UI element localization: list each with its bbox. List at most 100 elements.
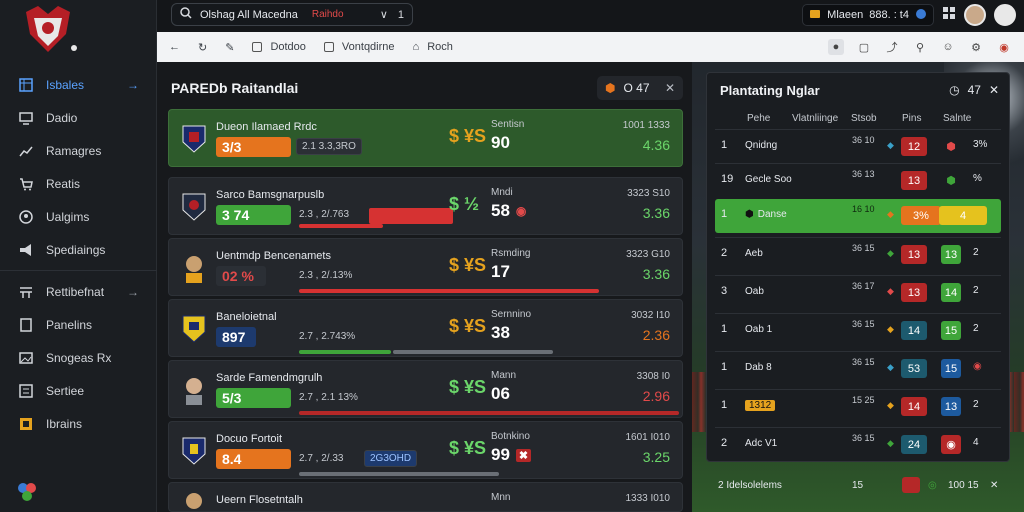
- reload-icon[interactable]: ↻: [198, 41, 208, 54]
- table-row-active[interactable]: 1 ⬢ Danse 16 10 ◆ 3% 4: [715, 199, 1001, 233]
- stat-value: 38: [491, 323, 510, 342]
- sidebar-item-ramagres[interactable]: Ramagres: [0, 134, 157, 167]
- table-row[interactable]: 1 Dab 8 36 15 ◆ 53 15 ◉: [715, 351, 1001, 385]
- window-icon[interactable]: ▢: [858, 41, 870, 54]
- team-name: Baneloietnal: [216, 311, 277, 323]
- sidebar-item-rettibefnat[interactable]: Rettibefnat →: [0, 275, 157, 308]
- match-row[interactable]: Sarco Bamsgnarpuslb 3 74 2.3 , 2/.763 $ …: [168, 177, 683, 235]
- search-query: Olshag All Macedna: [200, 8, 298, 21]
- match-row[interactable]: Sarde Famendmgrulh 5/3 2.7 , 2.1 13% $ ¥…: [168, 360, 683, 418]
- progress-bar: [299, 224, 383, 228]
- close-icon[interactable]: ✕: [988, 83, 999, 97]
- row-stats: 15 25: [852, 395, 875, 405]
- table-row[interactable]: 3 Oab 36 17 ◆ 13 14 2: [715, 275, 1001, 309]
- close-icon[interactable]: ✕: [664, 81, 675, 95]
- sidebar-item-dadio[interactable]: Dadio: [0, 101, 157, 134]
- record-icon[interactable]: ●: [828, 39, 844, 55]
- match-odds: 3.36: [642, 266, 670, 282]
- trend-icon: ◆: [887, 248, 894, 258]
- sidebar-item-reatis[interactable]: Reatis: [0, 167, 157, 200]
- panel-count: 47: [967, 83, 981, 97]
- shield-icon: ⬢: [605, 81, 616, 95]
- chevron-down-icon[interactable]: ∨: [379, 9, 388, 21]
- match-row[interactable]: Dueon Ilamaed Rrdc 3/3 2.1 3.3,3RO $ ¥S …: [168, 109, 683, 167]
- footer-label: 2 Idelsolelems: [718, 480, 782, 491]
- settings-icon[interactable]: ⚙: [971, 41, 981, 54]
- table-row[interactable]: 19 Gecle Soo 36 13 13 ⬢ %: [715, 163, 1001, 197]
- sidebar-item-spediaings[interactable]: Spediaings: [0, 233, 157, 266]
- match-time: 1601 I010: [625, 432, 671, 443]
- table-row[interactable]: 1 Qnidng 36 10 ◆ 12 ⬢ 3%: [715, 129, 1001, 163]
- table-row[interactable]: 1 1312 15 25 ◆ 14 13 2: [715, 389, 1001, 423]
- user-avatar[interactable]: [964, 4, 986, 26]
- match-row[interactable]: Uentmdp Bencenamets 02 % 2.3 , 2/.13% $ …: [168, 238, 683, 296]
- search-icon: [180, 7, 192, 22]
- alert-icon[interactable]: [902, 477, 920, 493]
- row-stats: 16 10: [852, 204, 875, 214]
- sidebar-nav: Isbales → Dadio Ramagres Reatis Ualgims: [0, 68, 157, 440]
- match-row[interactable]: Docuo Fortoit 8.4 2.7 , 2/.33 2G3OHD $ ¥…: [168, 421, 683, 479]
- match-row[interactable]: Ueern Flosetntalh Mnn 1333 I010: [168, 482, 683, 512]
- table-row[interactable]: 2 Adc V1 36 15 ◆ 24 ◉ 4: [715, 427, 1001, 461]
- stat-label: Sernnino: [491, 309, 532, 320]
- clock-icon[interactable]: ◷: [949, 83, 960, 97]
- apps-grid-icon[interactable]: [942, 6, 956, 25]
- match-row[interactable]: Baneloietnal 897 2.7 , 2.743% $ ¥S Sernn…: [168, 299, 683, 357]
- rows-icon: [18, 284, 34, 300]
- balance-badge[interactable]: Mlaeen 888. : t4: [802, 4, 934, 26]
- clock-icon[interactable]: ◎: [928, 480, 937, 491]
- points-badge: 13: [901, 245, 927, 264]
- toolbar-item-vontqdirne[interactable]: Vontqdirne: [323, 41, 395, 53]
- trend-icon: ◆: [887, 438, 894, 448]
- team-name: Ueern Flosetntalh: [216, 494, 303, 506]
- table-row[interactable]: 2 Aeb 36 15 ◆ 13 13 2: [715, 237, 1001, 271]
- panel-controls: ◷ 47 ✕: [949, 83, 999, 97]
- sidebar-item-ibrains[interactable]: Ibrains: [0, 407, 157, 440]
- form-badge: 14: [941, 283, 961, 302]
- toolbar-item-dotdoo[interactable]: Dotdoo: [252, 41, 306, 53]
- form-badge: 13: [941, 245, 961, 264]
- link-icon[interactable]: ⚲: [915, 41, 925, 54]
- crest-icon: ⬢: [745, 209, 754, 220]
- points-badge: 24: [901, 435, 927, 454]
- team-name: Sarco Bamsgnarpuslb: [216, 189, 325, 201]
- sidebar-item-snogeas[interactable]: Snogeas Rx: [0, 341, 157, 374]
- progress-bar: [393, 350, 553, 354]
- row-stats: 36 15: [852, 319, 875, 329]
- sidebar-item-panelins[interactable]: Panelins: [0, 308, 157, 341]
- panel-title: Plantating Nglar: [720, 83, 820, 98]
- close-icon[interactable]: ✕: [990, 480, 999, 491]
- stop-icon[interactable]: ◉: [999, 41, 1009, 54]
- back-arrow-icon[interactable]: ←: [169, 41, 180, 53]
- column-header: Salnte: [943, 113, 972, 124]
- app-switcher-icon[interactable]: [15, 480, 39, 504]
- form-badge: 13: [941, 397, 961, 416]
- share-icon[interactable]: ⤴: [886, 42, 898, 54]
- table-row[interactable]: 1 Oab 1 36 15 ◆ 14 15 2: [715, 313, 1001, 347]
- emoji-icon[interactable]: ☺: [942, 41, 954, 53]
- odds-value: $ ¥S: [449, 438, 487, 458]
- team-label: Danse: [757, 209, 787, 220]
- team-name: Adc V1: [745, 438, 778, 449]
- edit-icon[interactable]: ✎: [225, 41, 235, 54]
- secondary-avatar[interactable]: [994, 4, 1016, 26]
- match-meta: 2.3 , 2/.13%: [299, 270, 353, 281]
- search-field[interactable]: Olshag All Macedna Raihdo ∨ 1: [171, 3, 413, 26]
- column-header: Stsob: [851, 113, 877, 124]
- row-stats: 36 15: [852, 433, 875, 443]
- stat-label: Botnkino: [491, 431, 530, 442]
- sidebar-item-ualgims[interactable]: Ualgims: [0, 200, 157, 233]
- points-badge: 3%: [901, 206, 941, 225]
- table-icon: [18, 77, 34, 93]
- matches-panel: PAREDb Raitandlai ⬢ O 47 ✕ Dueon Ilamaed…: [157, 62, 692, 512]
- points-badge: 13: [901, 283, 927, 302]
- toolbar-label: Dotdoo: [270, 41, 306, 53]
- record-icon: ◉: [515, 204, 527, 218]
- cart-icon: [18, 176, 34, 192]
- sidebar-item-isbales[interactable]: Isbales →: [0, 68, 157, 101]
- sidebar-item-sertiee[interactable]: Sertiee: [0, 374, 157, 407]
- filter-pill[interactable]: ⬢ O 47 ✕: [597, 76, 683, 100]
- toolbar-item-roch[interactable]: ⌂ Roch: [413, 41, 453, 53]
- refresh-icon[interactable]: [915, 8, 927, 23]
- team-name: Sarde Famendmgrulh: [216, 372, 323, 384]
